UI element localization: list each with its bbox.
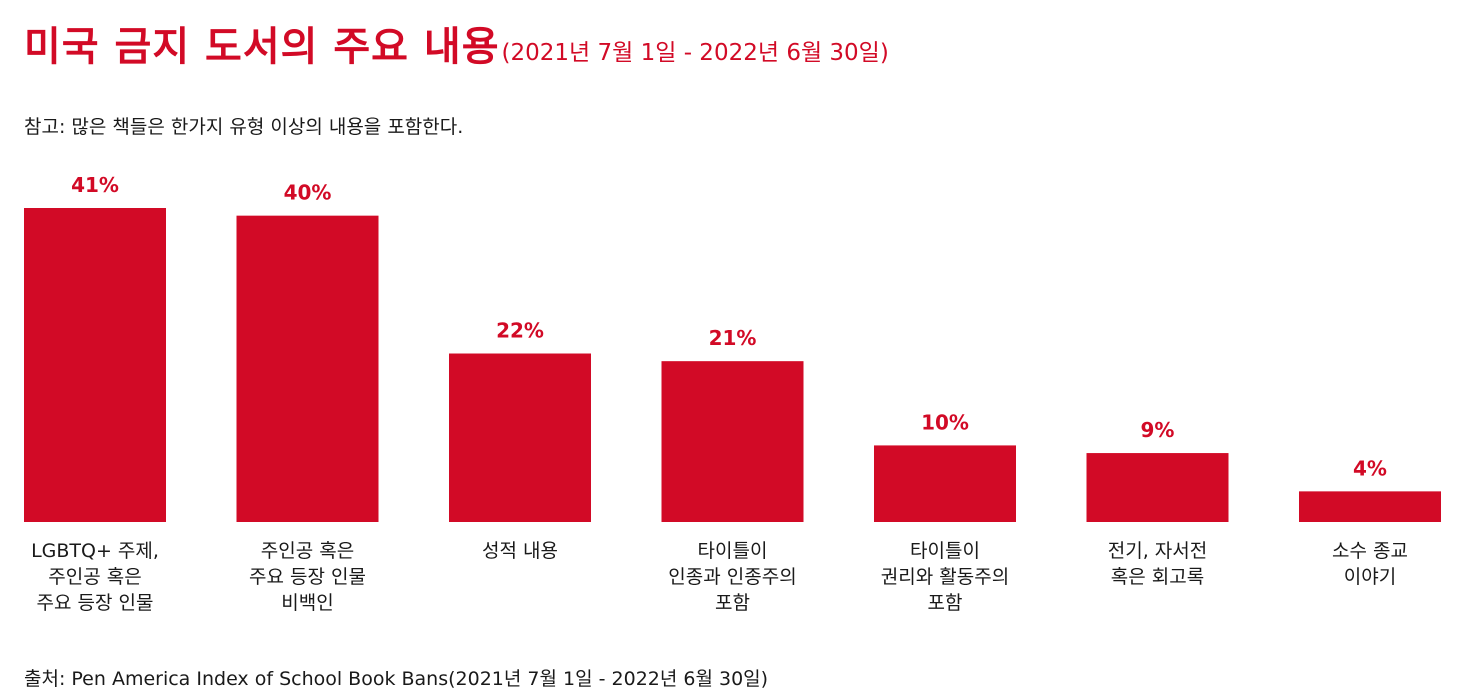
- bar-5: [874, 445, 1016, 522]
- value-label-3: 22%: [496, 319, 544, 343]
- category-label-line: 이야기: [1344, 566, 1396, 588]
- category-label-line: 타이틀이: [698, 540, 768, 562]
- value-label-7: 4%: [1353, 456, 1387, 480]
- bar-4: [661, 361, 804, 522]
- value-label-5: 10%: [921, 410, 969, 434]
- category-label-line: 비백인: [281, 592, 333, 614]
- category-label-line: 주요 등장 인물: [249, 566, 366, 588]
- chart-source: 출처: Pen America Index of School Book Ban…: [24, 668, 769, 690]
- category-label-line: 포함: [715, 592, 750, 614]
- chart-subtitle: (2021년 7월 1일 - 2022년 6월 30일): [501, 40, 889, 66]
- category-label-line: 전기, 자서전: [1108, 540, 1207, 562]
- category-label-line: 타이틀이: [910, 540, 980, 562]
- category-label-line: LGBTQ+ 주제,: [31, 540, 159, 562]
- chart-title-row: 미국 금지 도서의 주요 내용(2021년 7월 1일 - 2022년 6월 3…: [24, 14, 889, 72]
- bar-6: [1086, 453, 1229, 522]
- category-label-3: 성적 내용: [482, 540, 558, 562]
- category-label-line: 혹은 회고록: [1111, 566, 1204, 588]
- value-label-6: 9%: [1141, 418, 1175, 442]
- category-label-line: 권리와 활동주의: [881, 566, 1009, 588]
- category-label-line: 주인공 혹은: [261, 540, 354, 562]
- value-label-1: 41%: [71, 173, 119, 197]
- category-label-line: 포함: [928, 592, 963, 614]
- value-label-2: 40%: [284, 181, 332, 205]
- category-label-line: 소수 종교: [1332, 540, 1408, 562]
- chart-note: 참고: 많은 책들은 한가지 유형 이상의 내용을 포함한다.: [24, 116, 464, 138]
- bar-3: [449, 353, 591, 522]
- category-label-line: 성적 내용: [482, 540, 558, 562]
- value-label-4: 21%: [709, 326, 757, 350]
- bar-1: [24, 208, 166, 522]
- chart-title: 미국 금지 도서의 주요 내용: [24, 24, 500, 70]
- bar-7: [1299, 491, 1441, 522]
- category-label-line: 주요 등장 인물: [37, 592, 154, 614]
- bar-2: [236, 215, 379, 522]
- category-label-line: 인종과 인종주의: [668, 566, 796, 588]
- category-label-line: 주인공 혹은: [48, 566, 141, 588]
